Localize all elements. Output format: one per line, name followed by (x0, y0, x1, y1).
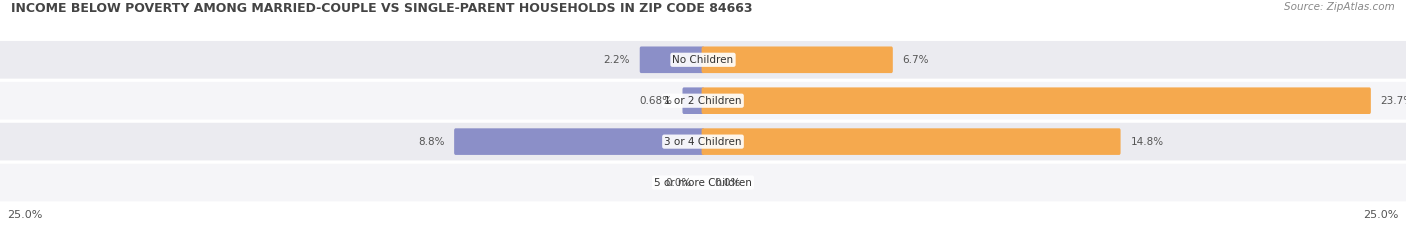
Text: INCOME BELOW POVERTY AMONG MARRIED-COUPLE VS SINGLE-PARENT HOUSEHOLDS IN ZIP COD: INCOME BELOW POVERTY AMONG MARRIED-COUPL… (11, 2, 752, 15)
FancyBboxPatch shape (454, 128, 704, 155)
FancyBboxPatch shape (702, 128, 1121, 155)
FancyBboxPatch shape (0, 41, 1406, 79)
Text: 25.0%: 25.0% (1364, 210, 1399, 220)
FancyBboxPatch shape (640, 47, 704, 73)
FancyBboxPatch shape (0, 82, 1406, 120)
Text: 0.68%: 0.68% (640, 96, 672, 106)
Text: 5 or more Children: 5 or more Children (654, 178, 752, 188)
Text: Source: ZipAtlas.com: Source: ZipAtlas.com (1284, 2, 1395, 12)
Text: 1 or 2 Children: 1 or 2 Children (664, 96, 742, 106)
FancyBboxPatch shape (702, 87, 1371, 114)
FancyBboxPatch shape (0, 164, 1406, 201)
FancyBboxPatch shape (702, 47, 893, 73)
Text: 14.8%: 14.8% (1130, 137, 1164, 147)
FancyBboxPatch shape (0, 123, 1406, 161)
Text: 25.0%: 25.0% (7, 210, 42, 220)
Text: 0.0%: 0.0% (665, 178, 692, 188)
Text: 3 or 4 Children: 3 or 4 Children (664, 137, 742, 147)
Text: 6.7%: 6.7% (903, 55, 929, 65)
FancyBboxPatch shape (682, 87, 704, 114)
Text: 0.0%: 0.0% (714, 178, 741, 188)
Text: 23.7%: 23.7% (1381, 96, 1406, 106)
Text: No Children: No Children (672, 55, 734, 65)
Text: 8.8%: 8.8% (418, 137, 444, 147)
Text: 2.2%: 2.2% (603, 55, 630, 65)
